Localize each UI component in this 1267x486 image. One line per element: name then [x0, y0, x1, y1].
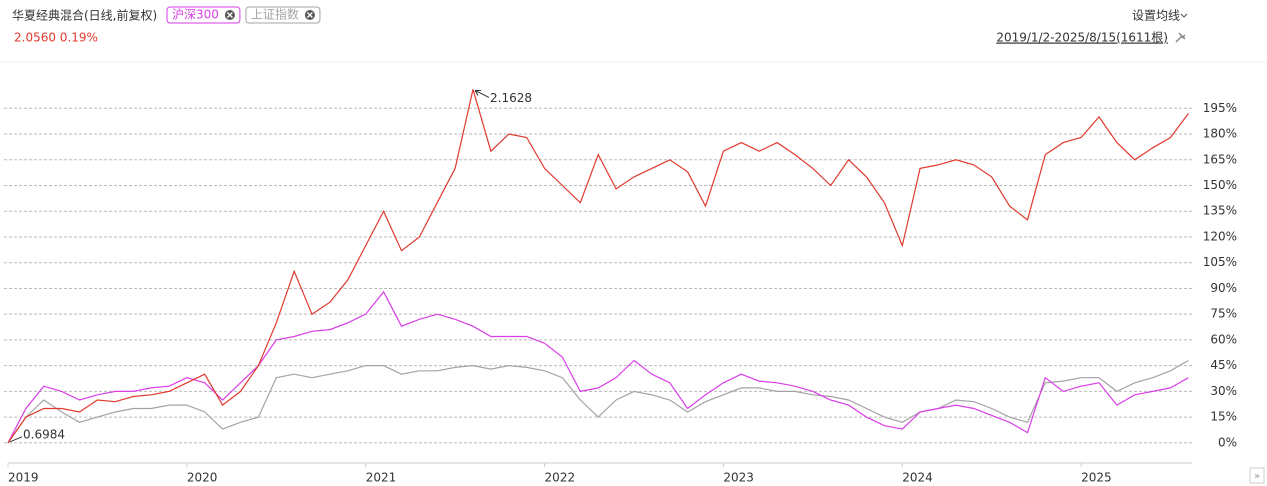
legend-box	[166, 6, 241, 24]
chevron	[1180, 13, 1188, 18]
series-line	[7, 89, 1189, 444]
x-tick-label: 2020	[187, 471, 218, 485]
x-tick-label: 2021	[366, 471, 397, 485]
y-tick-label: 15%	[1210, 410, 1237, 424]
legend-box	[245, 6, 321, 24]
y-tick-label: 180%	[1203, 127, 1237, 141]
y-tick-label: 0%	[1218, 435, 1237, 449]
annotation: 0.6984	[23, 427, 65, 441]
y-tick-label: 60%	[1210, 332, 1237, 346]
y-tick-label: 135%	[1203, 204, 1237, 218]
pin-icon[interactable]	[1175, 32, 1186, 43]
annotation-arrow	[474, 89, 490, 98]
legend-label: 上证指数	[251, 7, 299, 22]
annotation-arrowhead	[474, 89, 482, 96]
series-line	[7, 290, 1189, 444]
x-tick-label: 2025	[1081, 471, 1112, 485]
date-range[interactable]: 2019/1/2-2025/8/15(1611根)	[996, 31, 1168, 45]
annotation-arrow	[9, 436, 23, 443]
x-tick-label: 2019	[8, 471, 39, 485]
legend-chip[interactable]: 沪深300	[166, 6, 241, 24]
series-line	[7, 359, 1189, 444]
legend-close-x	[306, 12, 313, 18]
legend-label: 沪深300	[172, 8, 219, 22]
scroll-button[interactable]	[1249, 467, 1265, 484]
x-tick-label: 2024	[902, 471, 933, 485]
y-tick-label: 30%	[1210, 384, 1237, 398]
series-title: 华夏经典混合(日线,前复权)	[12, 8, 157, 23]
legend-chip[interactable]: 上证指数	[245, 6, 321, 24]
y-tick-label: 150%	[1203, 178, 1237, 192]
price-change: 2.0560 0.19%	[14, 31, 98, 45]
x-tick-label: 2022	[545, 471, 576, 485]
scroll-icon: »	[1254, 471, 1260, 482]
y-tick-label: 45%	[1210, 358, 1237, 372]
x-tick-label: 2023	[723, 471, 754, 485]
annotation: 2.1628	[490, 91, 532, 105]
y-tick-label: 90%	[1210, 281, 1237, 295]
y-tick-label: 75%	[1210, 307, 1237, 321]
y-tick-label: 120%	[1203, 229, 1237, 243]
legend-close-x	[226, 12, 233, 18]
y-tick-label: 195%	[1203, 101, 1237, 115]
y-tick-label: 165%	[1203, 152, 1237, 166]
ma-button[interactable]: 设置均线	[1132, 9, 1180, 23]
y-tick-label: 105%	[1203, 255, 1237, 269]
